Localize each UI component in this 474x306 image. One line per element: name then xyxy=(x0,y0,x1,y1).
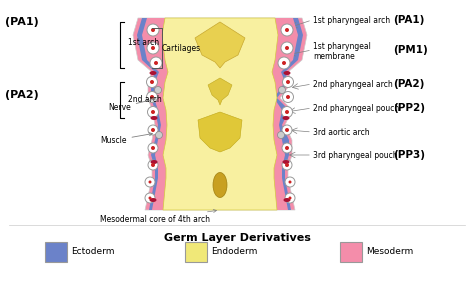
Ellipse shape xyxy=(151,160,157,164)
Circle shape xyxy=(285,46,289,50)
Circle shape xyxy=(285,163,289,167)
Circle shape xyxy=(145,193,155,203)
Ellipse shape xyxy=(283,116,290,120)
Text: Endoderm: Endoderm xyxy=(211,248,257,256)
Circle shape xyxy=(282,143,292,153)
Circle shape xyxy=(151,146,155,150)
Text: Ectoderm: Ectoderm xyxy=(71,248,115,256)
Text: Germ Layer Derivatives: Germ Layer Derivatives xyxy=(164,233,310,243)
Circle shape xyxy=(155,132,163,139)
Circle shape xyxy=(289,181,292,184)
Circle shape xyxy=(150,95,154,99)
Polygon shape xyxy=(195,22,245,68)
Circle shape xyxy=(285,177,295,187)
Circle shape xyxy=(283,76,293,88)
Circle shape xyxy=(154,61,158,65)
Circle shape xyxy=(145,177,155,187)
Circle shape xyxy=(151,110,155,114)
Circle shape xyxy=(151,128,155,132)
Text: (PP2): (PP2) xyxy=(393,103,425,113)
Text: 2nd arch: 2nd arch xyxy=(128,95,162,103)
Circle shape xyxy=(146,76,157,88)
Circle shape xyxy=(286,80,290,84)
Bar xyxy=(45,242,67,262)
Ellipse shape xyxy=(213,173,227,197)
Circle shape xyxy=(282,61,286,65)
Circle shape xyxy=(282,125,292,135)
Circle shape xyxy=(285,28,289,32)
Circle shape xyxy=(281,42,293,54)
Circle shape xyxy=(148,196,152,200)
Circle shape xyxy=(283,91,293,103)
Bar xyxy=(340,242,362,262)
Text: (PA1): (PA1) xyxy=(393,15,424,25)
Circle shape xyxy=(148,125,158,135)
Polygon shape xyxy=(162,18,278,210)
Text: 3rd pharyngeal pouch: 3rd pharyngeal pouch xyxy=(313,151,398,159)
Circle shape xyxy=(150,80,154,84)
Circle shape xyxy=(285,110,289,114)
Circle shape xyxy=(151,28,155,32)
Circle shape xyxy=(285,128,289,132)
Circle shape xyxy=(285,146,289,150)
Circle shape xyxy=(148,181,152,184)
Circle shape xyxy=(279,87,285,94)
Circle shape xyxy=(282,106,292,118)
Text: Cartilages: Cartilages xyxy=(162,43,201,53)
Circle shape xyxy=(146,91,157,103)
Text: (PM1): (PM1) xyxy=(393,45,428,55)
Ellipse shape xyxy=(283,198,291,202)
Circle shape xyxy=(278,57,290,69)
Circle shape xyxy=(151,46,155,50)
Text: Nerve: Nerve xyxy=(108,98,155,112)
Text: (PA1): (PA1) xyxy=(5,17,39,27)
Text: 1st arch: 1st arch xyxy=(128,38,159,47)
Text: (PA2): (PA2) xyxy=(393,79,424,89)
Text: Mesoderm: Mesoderm xyxy=(366,248,413,256)
Circle shape xyxy=(148,143,158,153)
Circle shape xyxy=(289,196,292,200)
Text: (PP3): (PP3) xyxy=(393,150,425,160)
Text: 3rd aortic arch: 3rd aortic arch xyxy=(313,128,370,136)
Text: Mesodermal core of 4th arch: Mesodermal core of 4th arch xyxy=(100,209,217,224)
Polygon shape xyxy=(142,18,298,210)
Ellipse shape xyxy=(283,71,291,75)
Ellipse shape xyxy=(151,116,157,120)
Text: (PA2): (PA2) xyxy=(5,90,39,100)
Circle shape xyxy=(286,95,290,99)
Circle shape xyxy=(282,160,292,170)
Ellipse shape xyxy=(149,198,156,202)
Circle shape xyxy=(150,57,162,69)
Text: Muscle: Muscle xyxy=(100,133,152,145)
Polygon shape xyxy=(208,78,232,105)
Circle shape xyxy=(147,42,159,54)
Text: 1st pharyngeal: 1st pharyngeal xyxy=(313,42,371,50)
Circle shape xyxy=(281,24,293,36)
Text: 1st pharyngeal arch: 1st pharyngeal arch xyxy=(313,16,390,24)
Polygon shape xyxy=(137,18,303,210)
Circle shape xyxy=(147,106,158,118)
Text: 2nd pharyngeal arch: 2nd pharyngeal arch xyxy=(313,80,393,88)
Polygon shape xyxy=(198,112,242,152)
Circle shape xyxy=(277,132,284,139)
Circle shape xyxy=(151,163,155,167)
Bar xyxy=(185,242,207,262)
Circle shape xyxy=(155,87,162,94)
Text: 2nd pharyngeal pouch: 2nd pharyngeal pouch xyxy=(313,103,399,113)
Ellipse shape xyxy=(149,71,156,75)
Circle shape xyxy=(285,193,295,203)
Text: membrane: membrane xyxy=(313,51,355,61)
Ellipse shape xyxy=(283,160,290,164)
Circle shape xyxy=(147,24,159,36)
Polygon shape xyxy=(133,18,307,210)
Circle shape xyxy=(148,160,158,170)
